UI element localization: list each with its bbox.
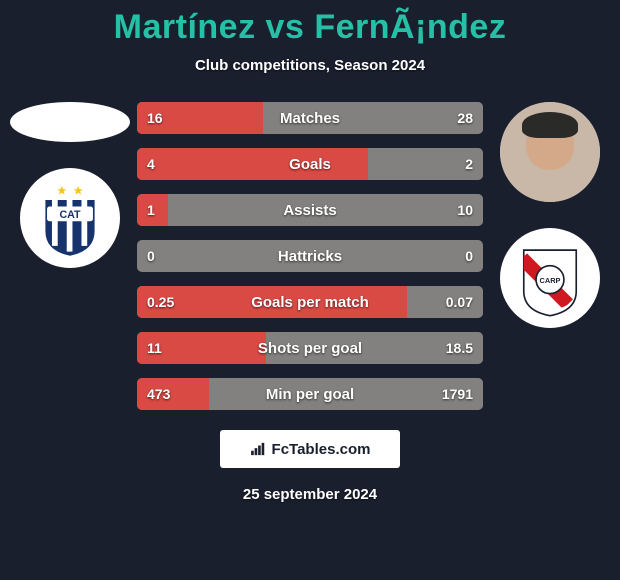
crest-letters: CAT — [59, 209, 81, 221]
stat-row: 0 0 Hattricks — [137, 240, 483, 272]
stat-value-left: 11 — [147, 340, 162, 356]
stat-value-right: 18.5 — [446, 340, 473, 356]
right-column: CARP — [498, 102, 602, 328]
stat-value-left: 16 — [147, 110, 163, 126]
stat-row: 473 1791 Min per goal — [137, 378, 483, 410]
stat-value-left: 473 — [147, 386, 170, 402]
stat-value-right: 0 — [465, 248, 473, 264]
stat-value-right: 28 — [457, 110, 473, 126]
stat-label: Assists — [283, 202, 336, 219]
stat-value-left: 0.25 — [147, 294, 174, 310]
stat-value-right: 0.07 — [446, 294, 473, 310]
stat-value-left: 0 — [147, 248, 155, 264]
left-team-crest: CAT — [20, 168, 120, 268]
stat-row: 11 18.5 Shots per goal — [137, 332, 483, 364]
snapshot-date: 25 september 2024 — [0, 486, 620, 503]
stat-bars: 1628Matches42Goals110Assists00Hattricks0… — [137, 102, 483, 410]
chart-icon — [250, 442, 268, 456]
brand-badge: FcTables.com — [220, 430, 400, 468]
subtitle: Club competitions, Season 2024 — [0, 57, 620, 74]
player-right-name: FernÃ¡ndez — [314, 8, 506, 46]
content-area: CAT 16 28 Matches 4 2 Goals 1 10 Assists 0 0 Hattri… — [0, 102, 620, 410]
stat-label: Shots per goal — [258, 340, 362, 357]
stat-value-left: 1 — [147, 202, 155, 218]
shield-icon: CAT — [29, 177, 111, 259]
right-team-crest: CARP — [500, 228, 600, 328]
vs-text: vs — [266, 8, 305, 46]
shield-icon: CARP — [509, 237, 591, 319]
stat-row: 4 2 Goals — [137, 148, 483, 180]
stat-row: 0.25 0.07 Goals per match — [137, 286, 483, 318]
player-left-name: Martínez — [114, 8, 256, 46]
player-right-avatar — [500, 102, 600, 202]
star-icon — [57, 186, 66, 195]
stat-label: Matches — [280, 110, 340, 127]
comparison-title: Martínez vs FernÃ¡ndez — [0, 0, 620, 47]
stat-value-left: 4 — [147, 156, 155, 172]
stat-row: 16 28 Matches — [137, 102, 483, 134]
stat-label: Min per goal — [266, 386, 354, 403]
crest-letters: CARP — [540, 276, 561, 285]
stat-label: Hattricks — [278, 248, 342, 265]
face-icon — [500, 102, 600, 202]
star-icon — [74, 186, 83, 195]
stat-label: Goals per match — [251, 294, 369, 311]
stat-row: 1 10 Assists — [137, 194, 483, 226]
stat-label: Goals — [289, 156, 331, 173]
stat-value-right: 1791 — [442, 386, 473, 402]
stat-value-right: 2 — [465, 156, 473, 172]
player-left-avatar — [10, 102, 130, 142]
left-column: CAT — [18, 102, 122, 268]
brand-text: FcTables.com — [272, 441, 371, 458]
bar-segment-left — [137, 148, 368, 180]
stat-value-right: 10 — [457, 202, 473, 218]
